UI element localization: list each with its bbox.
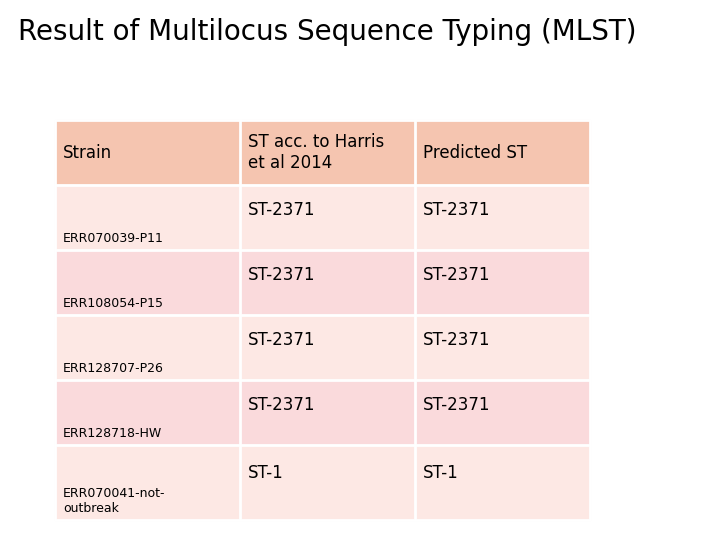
Bar xyxy=(55,445,590,520)
Text: ERR070041-not-
outbreak: ERR070041-not- outbreak xyxy=(63,487,166,515)
Text: ST-2371: ST-2371 xyxy=(248,396,315,414)
Text: ST-1: ST-1 xyxy=(248,464,284,483)
Text: Predicted ST: Predicted ST xyxy=(423,144,527,161)
Text: ST-2371: ST-2371 xyxy=(423,396,490,414)
Text: ST-1: ST-1 xyxy=(423,464,459,483)
Text: ERR070039-P11: ERR070039-P11 xyxy=(63,232,164,245)
Text: ST-2371: ST-2371 xyxy=(423,266,490,284)
Bar xyxy=(55,120,590,185)
Bar xyxy=(55,380,590,445)
Text: Strain: Strain xyxy=(63,144,112,161)
Text: ERR128707-P26: ERR128707-P26 xyxy=(63,362,164,375)
Bar xyxy=(55,250,590,315)
Text: ST-2371: ST-2371 xyxy=(248,201,315,219)
Bar xyxy=(55,315,590,380)
Text: ST acc. to Harris
et al 2014: ST acc. to Harris et al 2014 xyxy=(248,133,384,172)
Text: ERR128718-HW: ERR128718-HW xyxy=(63,427,162,440)
Text: Result of Multilocus Sequence Typing (MLST): Result of Multilocus Sequence Typing (ML… xyxy=(18,18,636,46)
Text: ST-2371: ST-2371 xyxy=(423,201,490,219)
Text: ERR108054-P15: ERR108054-P15 xyxy=(63,297,164,310)
Text: ST-2371: ST-2371 xyxy=(423,330,490,349)
Text: ST-2371: ST-2371 xyxy=(248,330,315,349)
Text: ST-2371: ST-2371 xyxy=(248,266,315,284)
Bar xyxy=(55,185,590,250)
